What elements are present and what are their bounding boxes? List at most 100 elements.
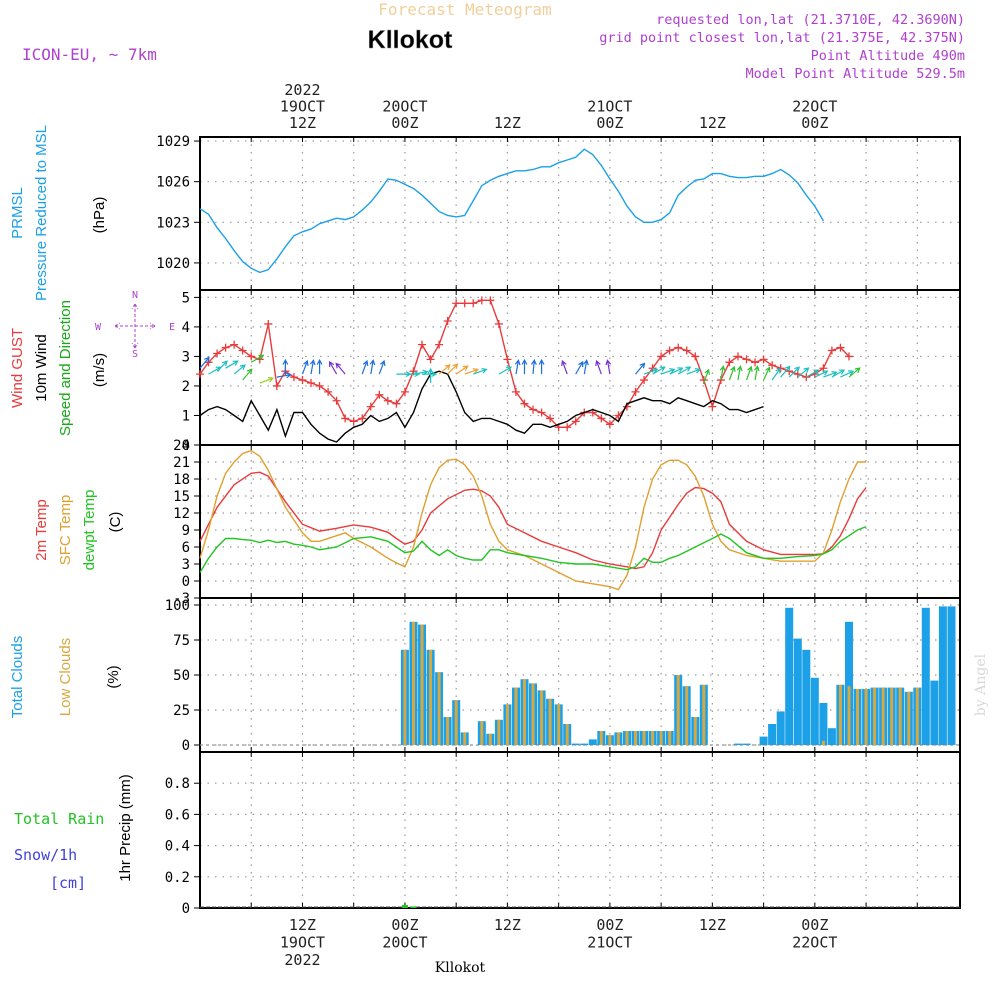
- wind-unit: (m/s): [91, 353, 108, 387]
- low-cloud-bar: [907, 691, 911, 745]
- low-cloud-bar: [668, 731, 672, 745]
- y-tick-label: 100: [165, 598, 190, 614]
- top-time-label: 12Z: [699, 114, 726, 132]
- wind-direction-arrow: [447, 363, 459, 375]
- wind-direction-arrow: [427, 367, 434, 383]
- bottom-time-label: 19OCT: [280, 934, 325, 952]
- gust-marker: [665, 346, 674, 355]
- requested-coords: requested lon,lat (21.3710E, 42.3690N): [656, 12, 965, 28]
- top-time-label: 00Z: [391, 114, 418, 132]
- top-time-label: 19OCT: [280, 98, 325, 116]
- wind-direction-arrow: [763, 366, 771, 381]
- total-clouds-label: Total Clouds: [9, 636, 26, 719]
- low-cloud-bar: [531, 683, 535, 745]
- wind-direction-arrow: [250, 354, 265, 363]
- gust-marker: [332, 396, 341, 405]
- y-tick-label: 2: [182, 379, 190, 395]
- total-cloud-bar: [845, 621, 853, 745]
- low-cloud-bar: [540, 690, 544, 745]
- low-cloud-bar: [429, 649, 433, 745]
- low-cloud-bar: [693, 717, 697, 745]
- gust-marker: [477, 296, 486, 305]
- gust-marker: [289, 373, 298, 382]
- snow-label: Snow/1h: [14, 846, 77, 864]
- total-cloud-bar: [930, 680, 939, 745]
- y-tick-label: 0.6: [165, 807, 190, 823]
- compass-rose: [114, 303, 156, 349]
- temp-label: 2m Temp: [33, 499, 50, 560]
- gust-marker: [221, 343, 230, 352]
- wind-direction-arrow: [438, 364, 451, 375]
- wind-direction-arrow: [643, 368, 659, 375]
- wind-direction-arrow: [771, 367, 781, 381]
- gust-marker: [605, 420, 614, 429]
- gust-marker: [213, 349, 222, 358]
- total-cloud-bar: [734, 743, 742, 745]
- gust-marker: [674, 343, 683, 352]
- y-tick-label: 5: [182, 290, 190, 306]
- wind-direction-arrow: [823, 371, 838, 378]
- low-cloud-bar: [497, 719, 501, 745]
- rain-bar: [410, 906, 417, 908]
- wind-direction-arrow: [788, 366, 800, 378]
- low-cloud-bar: [616, 732, 620, 745]
- wind-direction-arrow: [745, 365, 753, 381]
- wind-direction-arrow: [369, 359, 376, 375]
- gust-marker: [426, 355, 435, 364]
- low-cloud-bar: [446, 717, 450, 745]
- bottom-time-label: 12Z: [289, 916, 316, 934]
- gust-marker: [511, 387, 520, 396]
- gust-marker: [682, 346, 691, 355]
- total-cloud-bar: [571, 743, 580, 745]
- wind-direction-arrow: [538, 358, 545, 375]
- snow-unit-label: [cm]: [50, 874, 86, 892]
- low-cloud-bar: [437, 672, 441, 745]
- wind-direction-arrow: [301, 359, 309, 375]
- low-cloud-bar: [488, 733, 492, 745]
- compass-w: W: [95, 322, 102, 333]
- wind-direction-arrow: [531, 358, 537, 375]
- y-tick-label: 15: [173, 489, 190, 505]
- wind-direction-arrow: [199, 356, 210, 369]
- low-cloud-bar: [565, 724, 569, 745]
- y-tick-label: 0: [182, 901, 190, 917]
- gust-marker: [657, 352, 666, 361]
- low-cloud-bar: [420, 624, 424, 745]
- wind-direction-arrow: [514, 359, 521, 375]
- gust-marker: [768, 361, 777, 370]
- y-tick-label: 4: [182, 320, 190, 336]
- y-tick-label: 0: [182, 574, 190, 590]
- total-cloud-bar: [793, 638, 802, 745]
- y-tick-label: 0.2: [165, 870, 190, 886]
- gust-marker: [597, 414, 606, 423]
- gust-marker: [546, 414, 555, 423]
- wind-direction-arrow: [316, 358, 323, 375]
- grid-point-coords: grid point closest lon,lat (21.375E, 42.…: [599, 30, 965, 46]
- low-cloud-bar: [702, 684, 706, 745]
- bottom-time-label: 12Z: [699, 916, 726, 934]
- low-cloud-bar: [856, 689, 859, 745]
- gust-marker: [418, 340, 427, 349]
- wind-direction-arrow: [225, 360, 239, 369]
- gust-marker: [563, 423, 572, 432]
- low-cloud-bar: [651, 731, 655, 745]
- gust-marker: [324, 387, 333, 396]
- low-cloud-bar: [642, 731, 646, 745]
- wind-direction-arrow: [328, 360, 338, 375]
- top-time-label: 21OCT: [587, 98, 632, 116]
- gust-marker: [230, 340, 239, 349]
- y-tick-label: 3: [182, 557, 190, 573]
- low-cloud-bar: [523, 679, 526, 745]
- gust-marker: [272, 381, 281, 390]
- series-line: [199, 148, 825, 274]
- gust-marker: [392, 399, 401, 408]
- gust-marker: [315, 381, 324, 390]
- bottom-time-label: 2022: [284, 951, 320, 969]
- gust-marker: [341, 414, 350, 423]
- y-tick-label: -3: [173, 591, 190, 607]
- model-name: ICON-EU, ~ 7km: [22, 45, 157, 64]
- gust-marker: [708, 402, 717, 411]
- top-time-label: 12Z: [289, 114, 316, 132]
- compass-n: N: [132, 290, 138, 301]
- y-tick-label: 0.4: [165, 839, 190, 855]
